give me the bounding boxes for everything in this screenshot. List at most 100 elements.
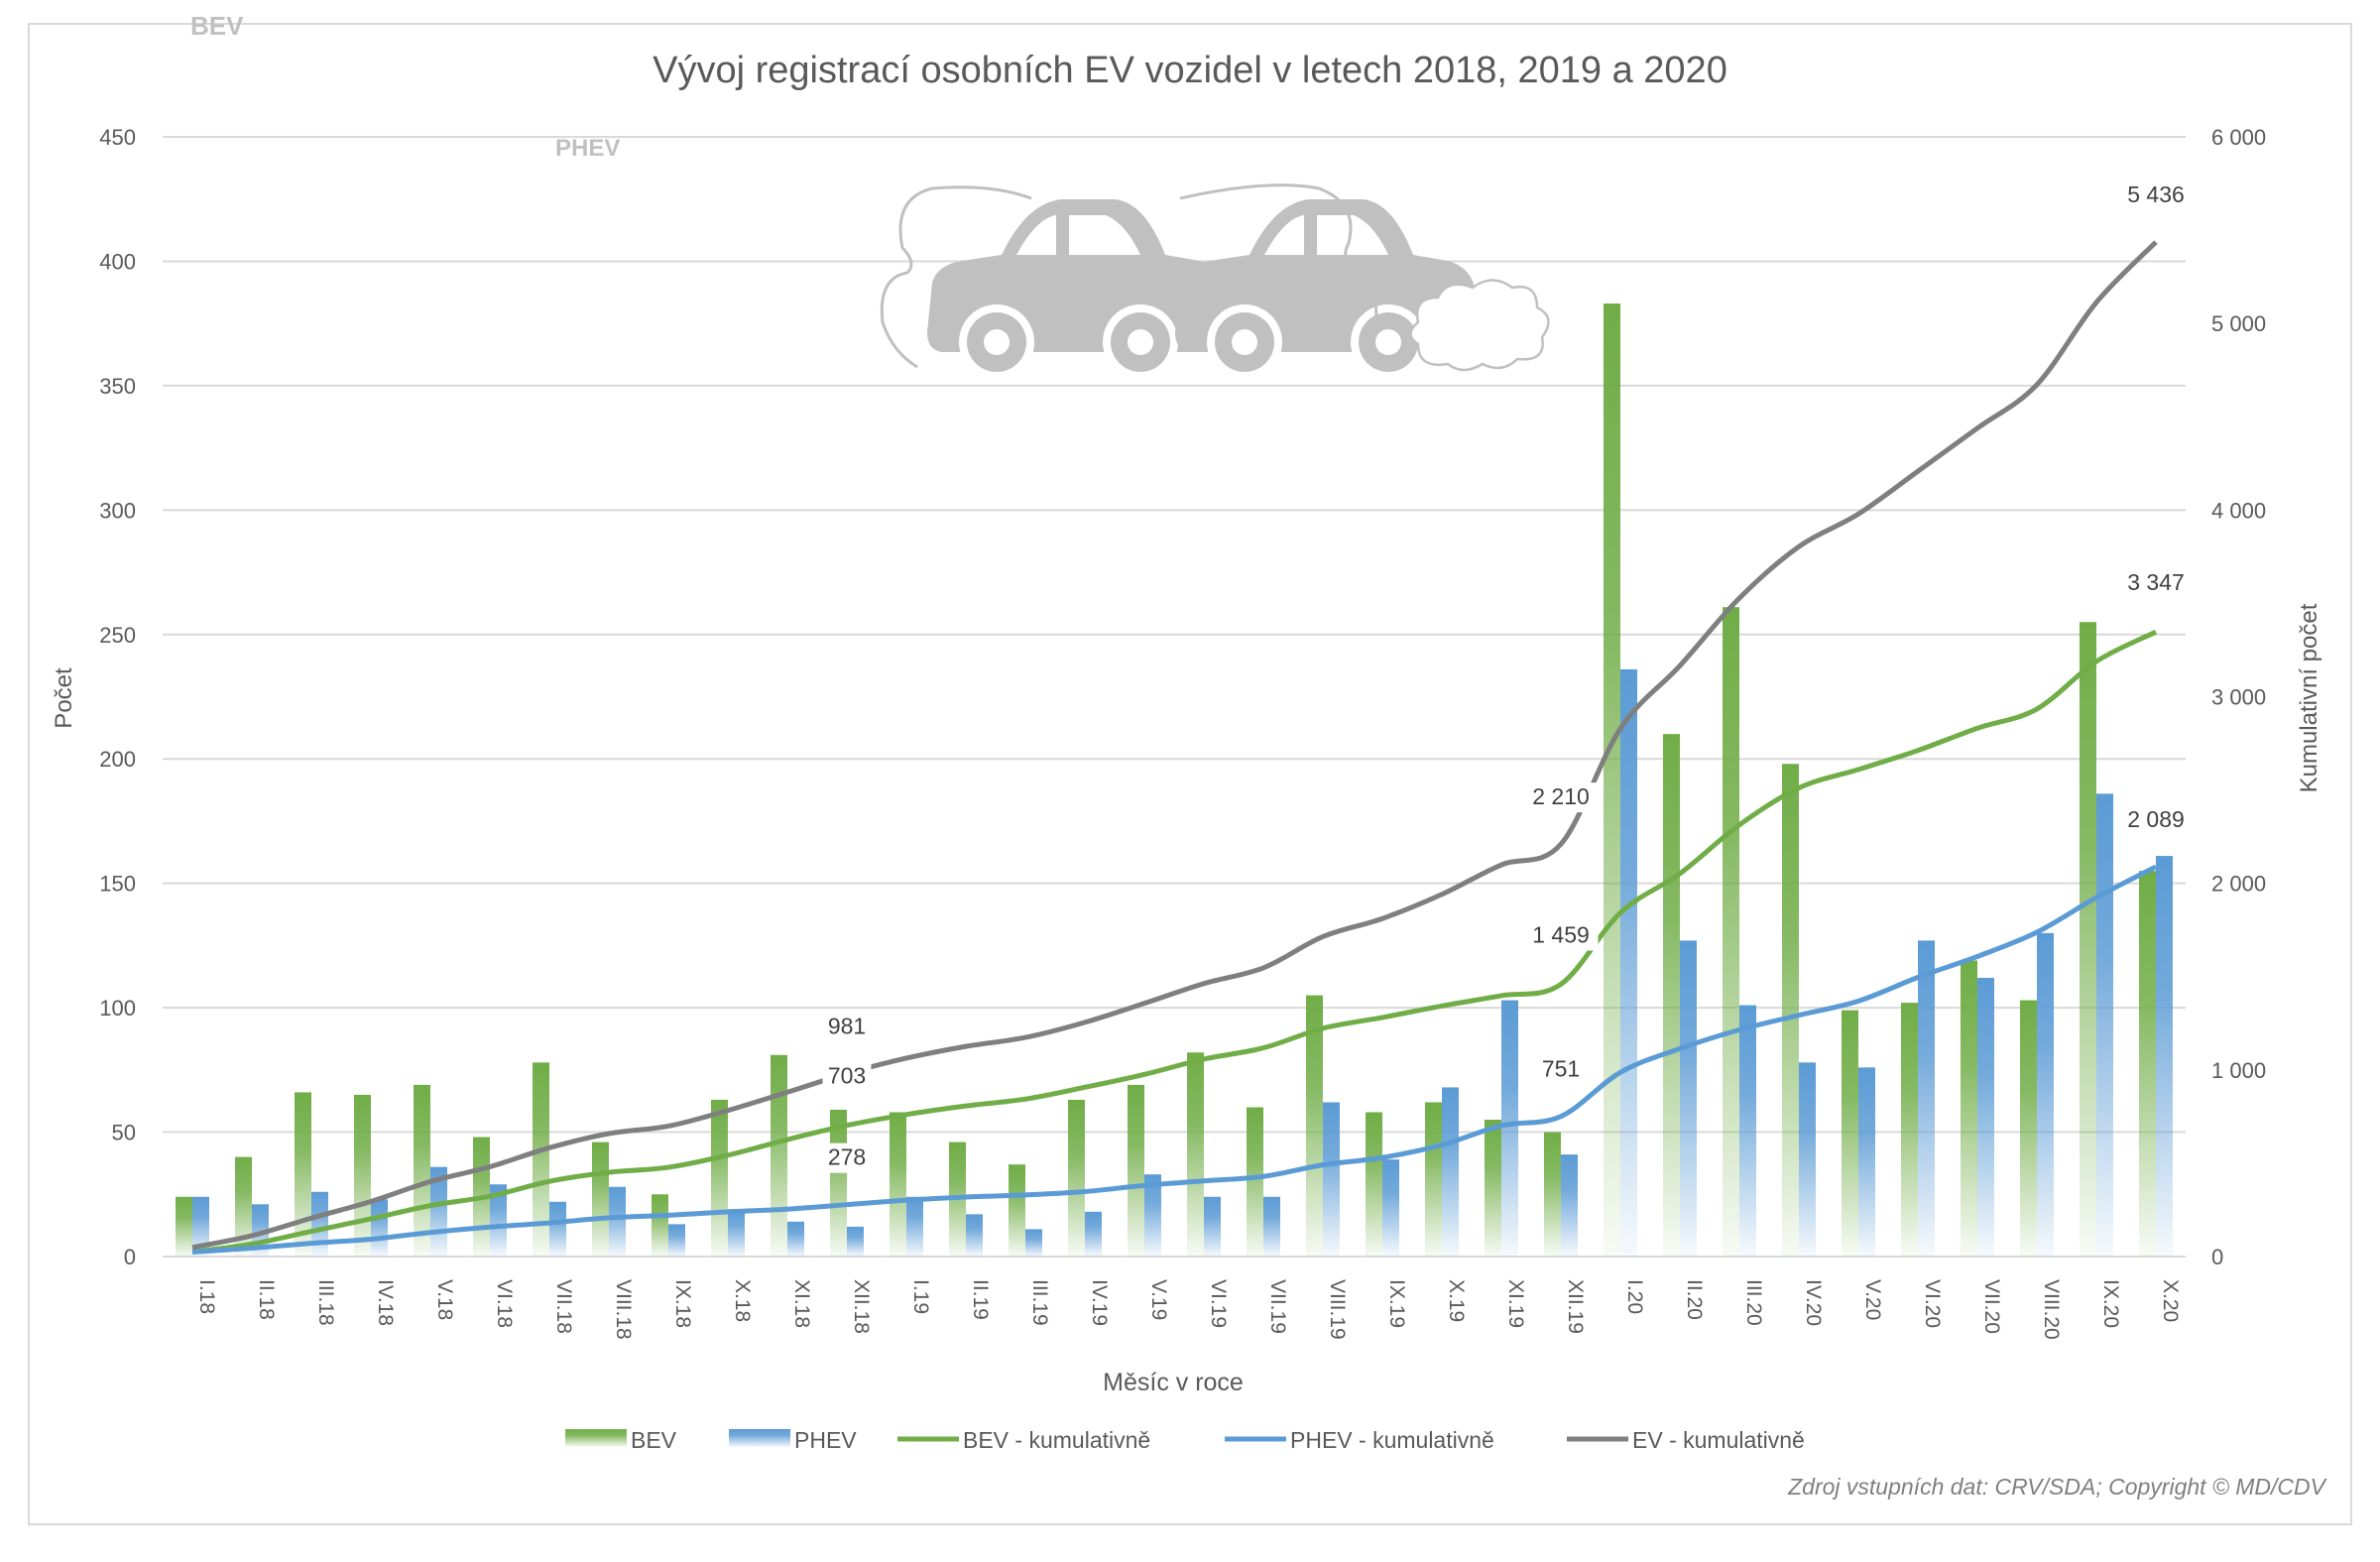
data-label-bg	[1536, 1054, 1586, 1085]
bar-bev	[1009, 1164, 1025, 1257]
x-tick-label: XI.18	[790, 1279, 813, 1328]
bar-phev	[728, 1209, 745, 1257]
bar-bev	[1306, 995, 1323, 1257]
legend-item: PHEV	[729, 1427, 857, 1453]
y2-tick-label: 0	[2211, 1245, 2223, 1269]
y2-tick-label: 6 000	[2211, 125, 2266, 150]
legend: BEV PHEV BEV - kumulativně PHEV - kumulativ…	[565, 1427, 1805, 1453]
x-tick-label: VII.19	[1266, 1279, 1289, 1334]
y-tick-label: 150	[99, 872, 136, 897]
bar-bev	[2080, 622, 2096, 1257]
bar-phev	[2096, 793, 2113, 1257]
bar-bev	[830, 1109, 847, 1257]
x-tick-label: II.20	[1683, 1279, 1706, 1320]
bar-bev	[1842, 1010, 1858, 1257]
legend-label: PHEV	[794, 1427, 857, 1453]
y-tick-label: 200	[99, 747, 136, 772]
y-tick-label: 450	[99, 125, 136, 150]
y-tick-label: 0	[124, 1245, 136, 1269]
x-tick-label: I.18	[195, 1279, 218, 1314]
y2-tick-label: 1 000	[2211, 1058, 2266, 1083]
data-label-bg	[2118, 180, 2194, 211]
bar-phev	[1085, 1211, 1102, 1257]
y-tick-label: 50	[112, 1121, 136, 1145]
y-axis-title: Počet	[51, 667, 77, 729]
bar-bev	[1663, 734, 1680, 1257]
x-tick-label: VIII.18	[612, 1279, 635, 1340]
bar-phev	[609, 1186, 626, 1257]
bar-bev	[295, 1092, 311, 1257]
bar-phev	[668, 1224, 685, 1257]
y-tick-label: 400	[99, 249, 136, 274]
x-tick-label: IX.20	[2099, 1279, 2122, 1328]
cloud-icon	[1409, 279, 1550, 372]
y-tick-label: 350	[99, 374, 136, 399]
x-tick-label: XII.18	[850, 1279, 873, 1334]
bar-bev	[2139, 871, 2156, 1257]
data-label: 751	[1542, 1056, 1580, 1082]
legend-item: PHEV - kumulativně	[1225, 1427, 1494, 1453]
data-label: 2 210	[1532, 783, 1590, 809]
x-tick-label: IX.18	[671, 1279, 694, 1328]
x-tick-label: X.18	[731, 1279, 754, 1322]
line-bev-kumulativn-	[191, 629, 2158, 1255]
bar-phev	[1680, 940, 1697, 1257]
chart-title: Vývoj registrací osobních EV vozidel v l…	[653, 50, 1727, 91]
x-tick-label: XI.19	[1504, 1279, 1527, 1328]
legend-label: EV - kumulativně	[1632, 1427, 1805, 1453]
bar-bev	[1485, 1120, 1501, 1257]
bar-phev	[1799, 1062, 1816, 1257]
bar-bev	[235, 1156, 252, 1257]
bar-phev	[1858, 1067, 1875, 1257]
y2-tick-label: 2 000	[2211, 872, 2266, 897]
y2-tick-label: 5 000	[2211, 311, 2266, 336]
legend-item: BEV - kumulativně	[897, 1427, 1150, 1453]
legend-swatch	[729, 1429, 790, 1447]
bar-bev	[890, 1112, 906, 1257]
legend-label: BEV	[631, 1427, 677, 1453]
bar-bev	[652, 1194, 668, 1257]
data-label-bg	[822, 1061, 872, 1092]
bar-bev	[354, 1094, 371, 1257]
x-tick-label: VIII.19	[1326, 1279, 1349, 1340]
bar-phev	[311, 1191, 328, 1257]
line-phev-kumulativn-	[191, 864, 2158, 1255]
x-tick-label: VII.20	[1980, 1279, 2003, 1334]
bar-bev	[1544, 1132, 1561, 1257]
y-tick-label: 250	[99, 623, 136, 648]
x-tick-label: IV.19	[1088, 1279, 1111, 1326]
bev-phev-cars-logo	[880, 183, 1550, 380]
x-tick-label: VIII.20	[2040, 1279, 2063, 1340]
x-tick-label: VI.19	[1207, 1279, 1230, 1328]
data-label: 5 436	[2127, 181, 2185, 207]
bar-phev	[1382, 1159, 1399, 1257]
bar-bev	[533, 1062, 549, 1257]
legend-label: BEV - kumulativně	[963, 1427, 1150, 1453]
data-label-bg	[822, 1142, 872, 1173]
bar-bev	[1782, 764, 1799, 1257]
x-tick-label: II.18	[255, 1279, 278, 1320]
bar-bev	[1187, 1052, 1204, 1257]
bar-phev	[1144, 1174, 1161, 1257]
data-label-bg	[2118, 568, 2194, 599]
bar-phev	[1561, 1154, 1578, 1257]
legend-item: BEV	[565, 1427, 677, 1453]
bar-phev	[1263, 1196, 1280, 1257]
x-tick-label: I.19	[909, 1279, 932, 1314]
bar-phev	[1620, 668, 1637, 1257]
x-tick-label: VI.18	[493, 1279, 516, 1328]
bar-bev	[592, 1141, 609, 1257]
bar-phev	[966, 1214, 983, 1257]
data-label: 2 089	[2127, 806, 2185, 832]
bar-phev	[490, 1184, 507, 1257]
y-tick-label: 100	[99, 996, 136, 1021]
bar-phev	[1323, 1102, 1340, 1257]
x-tick-label: IV.20	[1802, 1279, 1825, 1326]
bar-phev	[906, 1196, 923, 1257]
bar-bev	[1068, 1099, 1085, 1257]
data-label-bg	[822, 1012, 872, 1042]
bar-bev	[176, 1196, 192, 1257]
bar-bev	[1901, 1003, 1918, 1257]
source-footer: Zdroj vstupních dat: CRV/SDA; Copyright …	[1788, 1474, 2325, 1500]
